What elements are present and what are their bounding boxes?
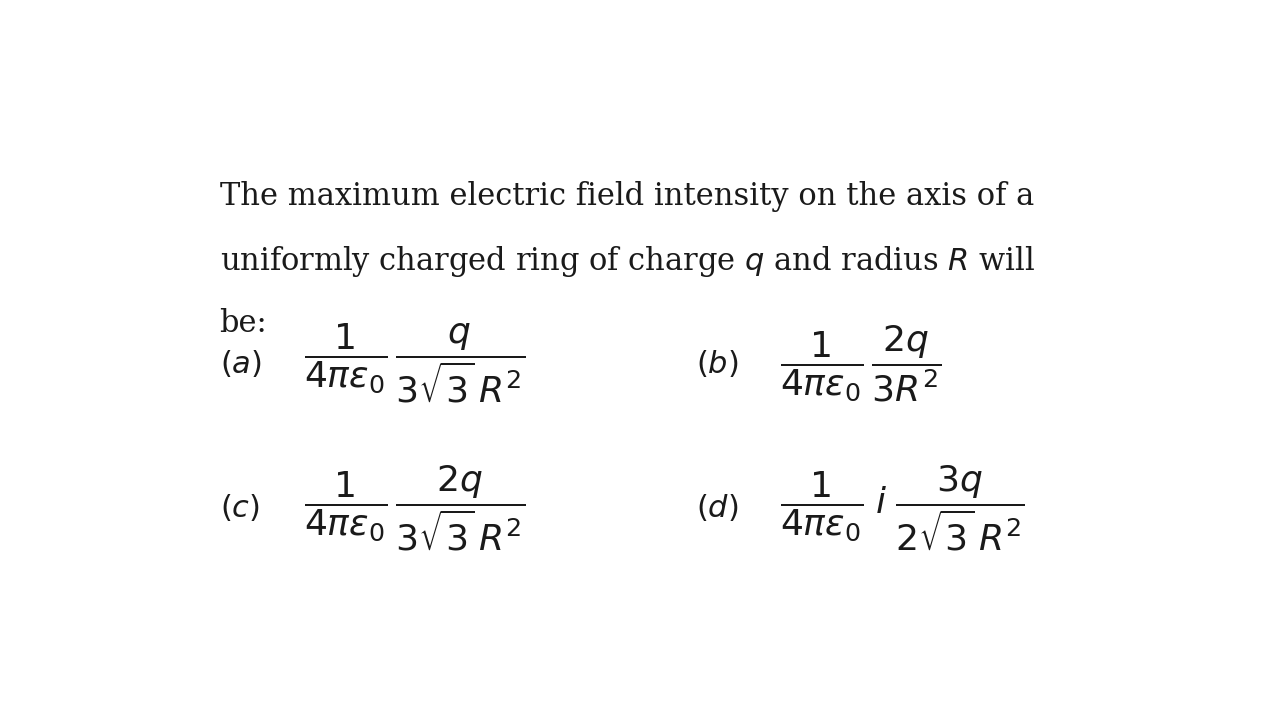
Text: $(b)$: $(b)$ bbox=[696, 348, 739, 379]
Text: The maximum electric field intensity on the axis of a: The maximum electric field intensity on … bbox=[220, 181, 1034, 212]
Text: $\dfrac{1}{4\pi\varepsilon_0}\,\dfrac{2q}{3\sqrt{3}\,R^2}$: $\dfrac{1}{4\pi\varepsilon_0}\,\dfrac{2q… bbox=[303, 463, 525, 552]
Text: $(d)$: $(d)$ bbox=[696, 492, 739, 523]
Text: $\dfrac{1}{4\pi\varepsilon_0}\,\dfrac{2q}{3R^2}$: $\dfrac{1}{4\pi\varepsilon_0}\,\dfrac{2q… bbox=[780, 323, 941, 404]
Text: $\dfrac{1}{4\pi\varepsilon_0}\;i\;\dfrac{3q}{2\sqrt{3}\,R^2}$: $\dfrac{1}{4\pi\varepsilon_0}\;i\;\dfrac… bbox=[780, 463, 1025, 552]
Text: be:: be: bbox=[220, 308, 268, 339]
Text: uniformly charged ring of charge $q$ and radius $R$ will: uniformly charged ring of charge $q$ and… bbox=[220, 244, 1034, 279]
Text: $(a)$: $(a)$ bbox=[220, 348, 261, 379]
Text: $(c)$: $(c)$ bbox=[220, 492, 260, 523]
Text: $\dfrac{1}{4\pi\varepsilon_0}\,\dfrac{q}{3\sqrt{3}\,R^2}$: $\dfrac{1}{4\pi\varepsilon_0}\,\dfrac{q}… bbox=[303, 322, 525, 405]
